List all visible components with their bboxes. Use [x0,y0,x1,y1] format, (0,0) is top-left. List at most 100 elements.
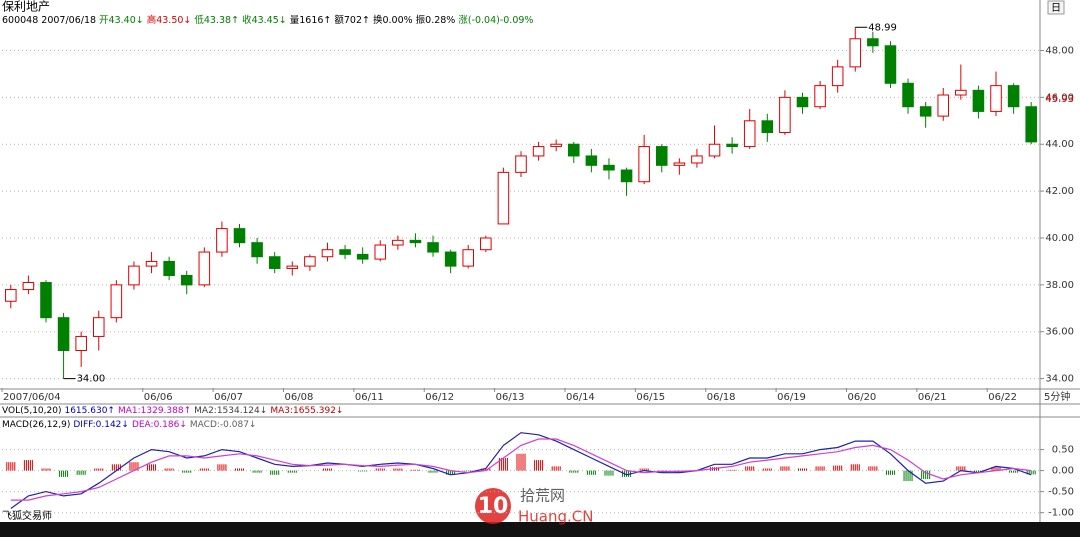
y-tick-label: 46.00 [1045,92,1074,103]
candle-body [831,66,844,87]
candle-body [374,244,387,260]
candle-body [673,162,686,166]
x-tick-label: 06/07 [214,392,243,403]
y-tick-label: 42.00 [1045,186,1074,197]
legend-item: DEA:0.186↓ [132,420,187,430]
candle-body [550,143,562,148]
x-unit: 5分钟 [1044,390,1070,403]
candle-body [691,155,703,164]
last-price-label: 45.93 [1045,94,1074,105]
candle-body [515,155,527,173]
legend-item: MA3:1655.392↓ [270,406,343,416]
legend-item: 换0.00% [373,14,413,26]
watermark-logo: 10 [478,494,509,519]
candle-body [321,249,334,258]
candle-body [955,89,967,96]
candle-body [708,143,721,157]
watermark-logo-bg [475,488,511,524]
candle-body [655,146,668,166]
x-tick-label: 06/15 [636,392,665,403]
candle-body [57,317,70,351]
legend-item: 低43.38↑ [194,14,239,26]
vol-legend: VOL(5,10,20) 1615.630↑ MA1:1329.388↑ MA2:15… [2,406,343,416]
candle-body [814,85,826,108]
candle-body [1007,85,1020,108]
candle-body [638,146,650,183]
y-tick-label: 48.00 [1045,45,1074,56]
macd-legend: MACD(26,12,9) DIFF:0.142↓ DEA:0.186↓ MACD:-… [2,420,256,430]
legend-item: 振0.28% [416,14,456,26]
candle-body [92,317,105,337]
candle-body [128,265,140,286]
legend-item: MA2:1534.124↓ [194,406,267,416]
legend-item: 开43.40↓ [99,15,144,26]
watermark: 10 拾荒网 Huang.CN [475,487,593,526]
y-tick-label: -1.00 [1048,508,1074,519]
software-name: 飞狐交易师 [2,509,52,522]
candle-body [22,282,35,291]
legend-item: VOL(5,10,20) [2,406,61,416]
legend-item: 额702↑ [334,14,370,26]
legend-item: MA1:1329.388↑ [118,406,191,416]
status-bar [0,522,1080,537]
candle-body [75,335,87,351]
candle-body [532,146,545,157]
candle-body [937,94,950,117]
legend-item: 收43.45↓ [242,14,287,26]
candle-body [163,260,175,276]
low-marker-label: 34.00 [77,374,106,385]
candle-body [726,143,738,148]
high-marker-label: 48.99 [868,22,897,33]
x-tick-label: 06/18 [707,392,736,403]
x-tick-label: 06/19 [777,392,806,403]
x-tick-label: 06/22 [988,392,1017,403]
candle-body [849,38,862,68]
candle-body [145,260,158,267]
legend-item: 涨(-0.04)-0.09% [458,15,533,26]
candle-body [40,282,52,319]
macd-line [10,438,1032,501]
candle-body [409,239,422,244]
y-tick-label: -0.50 [1048,487,1074,498]
candle-body [480,237,492,251]
candle-body [919,106,932,117]
candle-body [1025,106,1037,143]
y-tick-label: 0.00 [1052,466,1074,477]
candle-body [796,96,809,108]
candle-body [884,45,897,84]
x-tick-label: 06/13 [496,392,525,403]
legend-item: 1615.630↑ [64,406,114,416]
watermark-site: Huang.CN [518,508,593,526]
candle-body [268,256,281,269]
legend-item: MACD:-0.087↓ [190,420,257,430]
candle-body [568,143,580,157]
x-tick-label: 06/11 [355,392,384,403]
candle-body [902,82,914,108]
period-button[interactable] [1047,0,1065,15]
stock-title: 保利地产 [2,0,50,14]
candle-body [392,239,404,246]
candle-body [990,85,1002,112]
y-tick-label: 34.00 [1045,374,1074,385]
candle-body [497,171,510,225]
candle-body [233,228,246,244]
y-tick-label: 40.00 [1045,233,1074,244]
candle-body [444,251,457,267]
x-tick-label: 06/12 [425,392,454,403]
candle-body [427,242,439,253]
candle-body [198,251,211,286]
legend-item: 高43.50↓ [147,14,192,26]
candle-body [779,96,791,134]
watermark-name: 拾荒网 [520,487,565,505]
candle-body [603,164,615,171]
candle-body [761,120,774,134]
x-tick-label: 06/08 [284,392,313,403]
candle-body [286,265,299,269]
candle-body [180,274,193,286]
candle-body [339,249,351,255]
period-button-label[interactable]: 日 [1051,3,1061,14]
x-tick-label: 2007/06/04 [3,392,61,403]
candle-body [251,242,263,258]
candle-body [743,120,756,148]
